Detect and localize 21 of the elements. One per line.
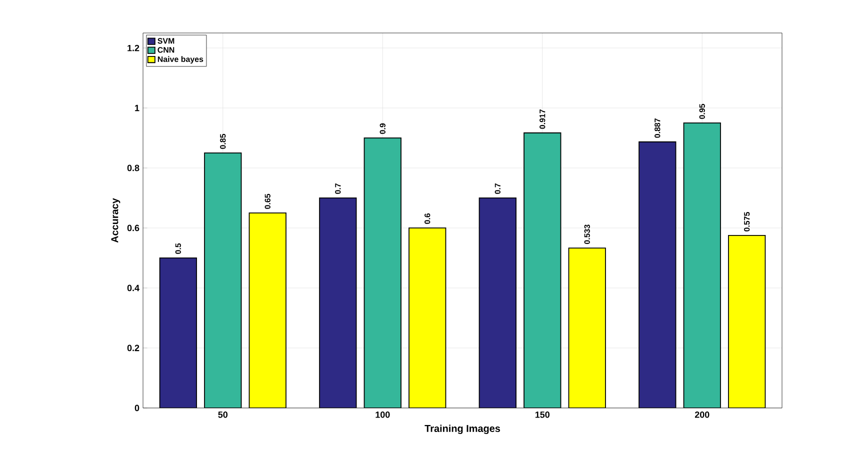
x-tick-label: 150: [535, 412, 550, 418]
bar: [568, 248, 606, 408]
bar: [478, 198, 516, 408]
bar: [408, 228, 446, 408]
bar: [728, 235, 766, 408]
bar: [248, 212, 286, 408]
x-tick-label: 200: [694, 412, 710, 418]
y-tick-label: 1.2: [128, 44, 140, 52]
bar: [638, 141, 676, 408]
bar: [159, 258, 197, 408]
y-tick-label: 0.2: [127, 344, 140, 352]
y-axis-title: Accuracy: [111, 198, 120, 243]
bar: [319, 198, 357, 408]
y-tick-label: 0.8: [127, 164, 140, 172]
x-tick-label: 50: [218, 412, 228, 418]
y-tick-label: 0.6: [127, 224, 140, 232]
x-tick-label: 100: [376, 412, 390, 418]
y-tick-label: 1: [135, 104, 140, 112]
x-axis-title: Training Images: [424, 424, 500, 434]
y-tick-label: 0.4: [127, 284, 140, 292]
y-tick-label: 0: [134, 404, 140, 412]
